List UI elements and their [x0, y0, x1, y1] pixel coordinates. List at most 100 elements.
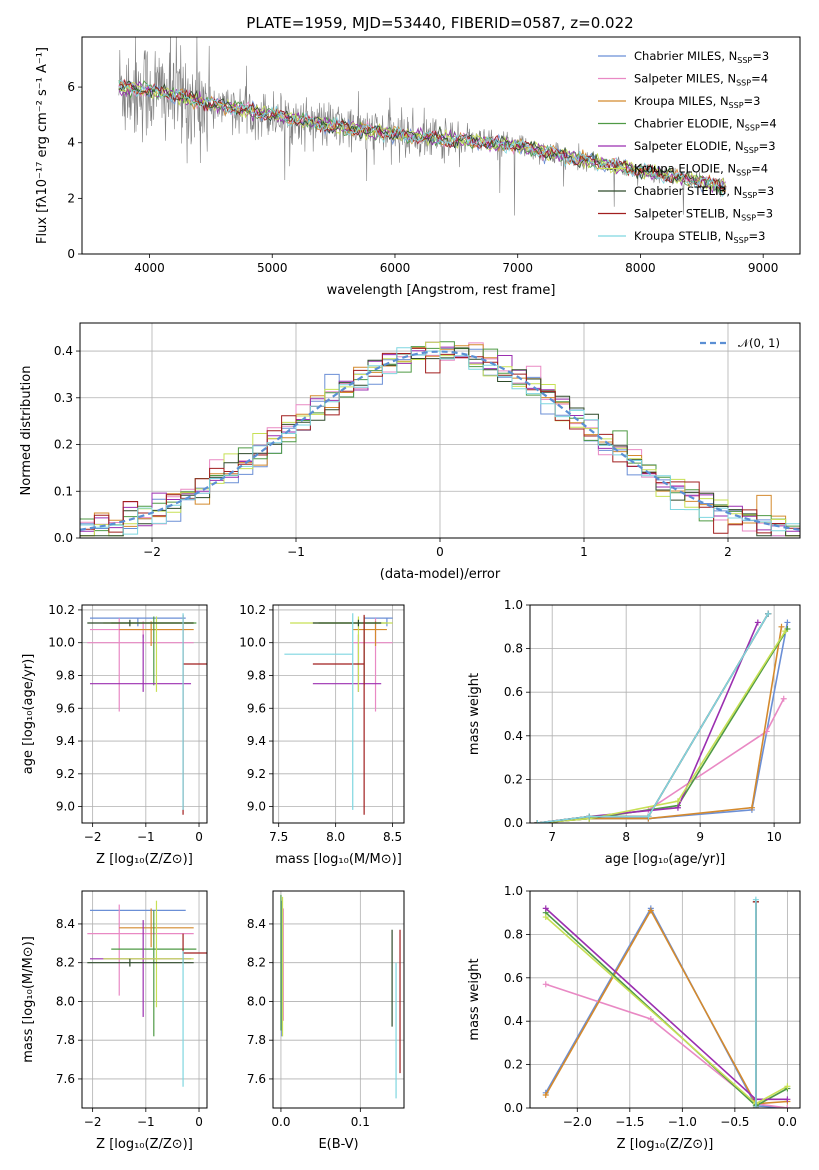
panel-weight-vs-age: 7 8 9 10 0.0 0.2 0.4 0.6 0.8 1.0 age [log₁₀(age/yr… — [467, 598, 801, 867]
legend-label-7: Salpeter STELIB, NSSP=3 — [634, 207, 773, 223]
weight-marker-8-1 — [752, 1105, 759, 1108]
xtick-label-0: −2.0 — [563, 1115, 592, 1129]
ytick-label-3: 0.6 — [504, 971, 523, 985]
weight-marker-8-0 — [752, 896, 759, 903]
weight-marker-5-0 — [542, 914, 549, 921]
model-spectrum-7 — [118, 78, 726, 190]
plot-area-mass-vs-EBV — [280, 894, 401, 1099]
ytick-label-1: 0.1 — [54, 484, 73, 498]
ytick-label-2: 9.4 — [247, 734, 266, 748]
weight-marker-2-1 — [647, 907, 654, 914]
ytick-label-2: 0.4 — [504, 1014, 523, 1028]
xtick-label-1: 5000 — [257, 261, 288, 275]
ylabel-mass-vs-Z: mass [log₁₀(M/M⊙)] — [21, 936, 36, 1063]
histogram-7 — [80, 347, 800, 538]
weight-marker-4-0 — [542, 905, 549, 912]
xtick-label-0: −2 — [143, 545, 161, 559]
xtick-label-3: 10 — [766, 830, 781, 844]
weight-series-8 — [537, 613, 769, 823]
ytick-label-4: 8.4 — [247, 917, 266, 931]
axes-frame-weight-vs-age — [529, 604, 801, 824]
ylabel-weight-vs-Z: mass weight — [467, 958, 482, 1040]
plot-area-age-vs-Z — [87, 613, 207, 815]
xtick-label-0: 7 — [548, 830, 556, 844]
ytick-label-1: 9.2 — [56, 767, 75, 781]
ylabel-weight-vs-age: mass weight — [467, 673, 482, 755]
ytick-label-3: 8.2 — [56, 956, 75, 970]
weight-series-4 — [537, 622, 759, 823]
xlabel-age-vs-Z: Z [log₁₀(Z/Z⊙)] — [96, 852, 193, 867]
xlabel-residuals: (data-model)/error — [380, 567, 501, 582]
ytick-label-2: 4 — [67, 136, 75, 150]
ytick-label-6: 10.2 — [239, 603, 266, 617]
ytick-label-3: 0.6 — [504, 685, 523, 699]
panel-spectrum: 4000 5000 6000 7000 8000 9000 0 2 4 6 wavelength [… — [35, 36, 801, 298]
weight-marker-8-2 — [645, 813, 652, 820]
spectrum-legend: Chabrier MILES, NSSP=3 Salpeter MILES, NS… — [598, 49, 777, 245]
panel-weight-vs-Z: −2.0 −1.5 −1.0 −0.5 0.0 0.0 0.2 0.4 0.6 0.8 1.0 Z [… — [467, 884, 801, 1152]
legend-label-6: Chabrier STELIB, NSSP=3 — [634, 184, 774, 200]
ytick-label-3: 6 — [67, 80, 75, 94]
xtick-label-1: 8.0 — [326, 830, 345, 844]
xtick-label-2: 6000 — [380, 261, 411, 275]
weight-marker-1-4 — [780, 695, 787, 702]
ytick-label-0: 0.0 — [504, 816, 523, 830]
ytick-label-2: 8.0 — [247, 994, 266, 1008]
legend-label-0: Chabrier MILES, NSSP=3 — [634, 49, 769, 65]
ytick-label-4: 8.4 — [56, 917, 75, 931]
weight-marker-8-0 — [534, 820, 541, 823]
legend-label-8: Kroupa STELIB, NSSP=3 — [634, 229, 765, 245]
plot-area-residuals — [80, 341, 800, 538]
weight-marker-2-4 — [778, 623, 785, 630]
axes-frame-mass-vs-EBV — [272, 890, 405, 1109]
ylabel-age-vs-Z: age [log₁₀(age/yr)] — [21, 654, 36, 775]
weight-marker-1-0 — [542, 981, 549, 988]
ytick-label-0: 0.0 — [54, 531, 73, 545]
weight-series-5 — [537, 630, 786, 823]
weight-marker-2-0 — [542, 1091, 549, 1098]
weight-marker-4-3 — [754, 619, 761, 626]
axes-frame-spectrum — [81, 36, 801, 255]
axes-frame-age-vs-mass — [272, 604, 405, 824]
xlabel-weight-vs-age: age [log₁₀(age/yr)] — [605, 852, 726, 867]
ytick-label-1: 0.2 — [504, 1058, 523, 1072]
plot-area-spectrum — [118, 37, 727, 216]
weight-marker-8-1 — [586, 813, 593, 820]
ytick-label-2: 8.0 — [56, 994, 75, 1008]
xtick-label-1: −1 — [137, 1115, 155, 1129]
ytick-label-0: 0 — [67, 247, 75, 261]
panel-mass-vs-Z: −2 −1 0 7.6 7.8 8.0 8.2 8.4 Z [log₁₀(Z/Z⊙)] mass … — [21, 890, 208, 1152]
ytick-label-3: 8.2 — [247, 956, 266, 970]
xtick-label-5: 9000 — [748, 261, 779, 275]
ytick-label-2: 0.4 — [504, 729, 523, 743]
xtick-label-2: 0 — [436, 545, 444, 559]
ytick-label-6: 10.2 — [48, 603, 75, 617]
normal-curve — [80, 350, 800, 531]
xtick-label-4: 0.0 — [778, 1115, 797, 1129]
xtick-label-2: 0 — [195, 1115, 203, 1129]
xtick-label-1: −1 — [137, 830, 155, 844]
weight-series-7 — [537, 613, 769, 823]
legend-label-4: Salpeter ELODIE, NSSP=3 — [634, 139, 776, 155]
plot-area-age-vs-mass — [284, 613, 393, 815]
ytick-label-0: 9.0 — [247, 800, 266, 814]
ytick-label-4: 0.8 — [504, 927, 523, 941]
weight-series-2 — [537, 626, 783, 823]
panel-residuals: −2 −1 0 1 2 0.0 0.1 0.2 0.3 0.4 (data-model)/error… — [19, 322, 801, 582]
xlabel-spectrum: wavelength [Angstrom, rest frame] — [327, 283, 556, 298]
ytick-label-0: 7.6 — [247, 1072, 266, 1086]
ytick-label-5: 1.0 — [504, 598, 523, 612]
figure-title: PLATE=1959, MJD=53440, FIBERID=0587, z=0… — [246, 14, 633, 32]
axes-frame-weight-vs-Z — [529, 890, 801, 1109]
ytick-label-3: 9.6 — [56, 701, 75, 715]
xlabel-mass-vs-EBV: E(B-V) — [318, 1137, 358, 1152]
ytick-label-1: 7.8 — [247, 1033, 266, 1047]
xlabel-mass-vs-Z: Z [log₁₀(Z/Z⊙)] — [96, 1137, 193, 1152]
weight-marker-5-3 — [782, 628, 789, 635]
ylabel-residuals: Normed distribution — [19, 366, 34, 496]
weight-series-1 — [545, 983, 788, 1108]
ytick-label-0: 7.6 — [56, 1072, 75, 1086]
plot-area-weight-vs-Z — [542, 896, 791, 1108]
ytick-label-3: 9.6 — [247, 701, 266, 715]
weight-series-2 — [545, 908, 788, 1105]
